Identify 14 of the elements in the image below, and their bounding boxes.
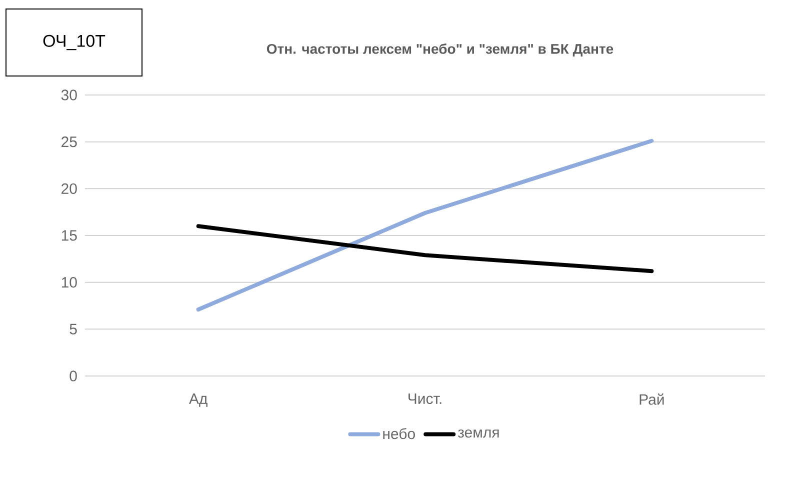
y-tick-label: 15 [62, 230, 77, 241]
y-tick-label: 30 [61, 90, 77, 100]
x-tick-label: Ад [188, 394, 208, 407]
legend-label: земля [458, 429, 499, 438]
y-tick-label: 0 [70, 370, 77, 382]
x-tick-label: Чист. [408, 394, 442, 404]
chart-title: Отн. частоты лексем "небо" и "земля" в БК Данте [266, 43, 614, 57]
x-tick-label: Рай [640, 394, 664, 405]
y-tick-label: 25 [62, 136, 77, 148]
legend-label: небо [383, 428, 415, 440]
y-tick-label: 10 [62, 277, 77, 288]
text: ОЧ_10Т [43, 34, 106, 50]
y-tick-label: 5 [70, 324, 77, 334]
y-tick-label: 20 [62, 183, 77, 194]
